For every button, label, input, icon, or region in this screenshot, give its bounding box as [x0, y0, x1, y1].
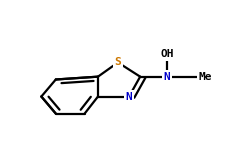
Text: Me: Me: [199, 72, 212, 82]
Text: N: N: [164, 72, 170, 82]
Text: S: S: [115, 57, 121, 67]
Text: N: N: [126, 92, 132, 102]
Text: OH: OH: [160, 49, 174, 59]
